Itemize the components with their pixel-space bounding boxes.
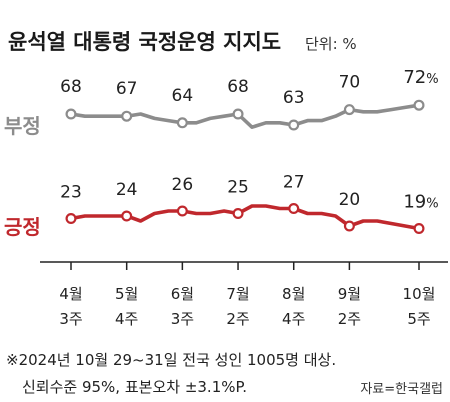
negative-point-marker	[343, 104, 355, 116]
negative-series: 부정 68 67 64 68 63 70 72%	[4, 67, 439, 138]
x-tick-label-week: 2주	[226, 310, 249, 328]
positive-value-label: 23	[60, 183, 82, 203]
positive-series: 긍정 23 24 26 25 27 20 19%	[4, 173, 439, 240]
negative-value-label: 68	[227, 77, 249, 97]
negative-value-label: 64	[172, 86, 194, 106]
positive-value-label: 25	[227, 178, 249, 198]
negative-point-marker	[121, 110, 133, 122]
series-layer: 부정 68 67 64 68 63 70 72% 긍정 23 24 26 25 27 20 19%	[4, 67, 439, 239]
x-tick-label-week: 3주	[59, 310, 82, 328]
x-tick-label-month: 7월	[226, 285, 249, 303]
x-axis-ticks: 4월 3주 5월 4주 6월 3주 7월 2주 8월 4주 9월 2주 10월 5주	[59, 262, 435, 328]
positive-point-marker	[232, 208, 244, 220]
positive-point-marker	[121, 210, 133, 222]
positive-point-marker	[176, 205, 188, 217]
positive-series-name: 긍정	[4, 215, 41, 239]
chart-title: 윤석열 대통령 국정운영 지지도	[8, 30, 281, 54]
x-tick-label-month: 6월	[171, 285, 194, 303]
positive-point-marker	[413, 223, 425, 235]
negative-value-label: 67	[116, 79, 138, 99]
x-tick-label-month: 8월	[282, 285, 305, 303]
positive-point-marker	[343, 220, 355, 232]
x-tick-label-week: 4주	[115, 310, 138, 328]
x-tick-label-month: 5월	[115, 285, 138, 303]
positive-value-label: 27	[283, 173, 305, 193]
negative-value-label: 63	[283, 88, 305, 108]
negative-point-marker	[288, 119, 300, 131]
negative-point-marker	[176, 117, 188, 129]
positive-value-label: 20	[339, 190, 361, 210]
survey-note-line1: ※2024년 10월 29~31일 전국 성인 1005명 대상.	[6, 351, 336, 369]
negative-series-name: 부정	[4, 114, 41, 138]
negative-value-label: 72%	[403, 67, 438, 88]
positive-value-label: 24	[116, 180, 138, 200]
positive-point-marker	[65, 213, 77, 225]
survey-note-line2: 신뢰수준 95%, 표본오차 ±3.1%P.	[22, 378, 247, 396]
x-tick-label-week: 3주	[171, 310, 194, 328]
x-tick-label-month: 10월	[403, 285, 436, 303]
positive-value-label: 26	[172, 175, 194, 195]
unit-label: 단위: %	[305, 35, 357, 53]
x-tick-label-week: 2주	[338, 310, 361, 328]
x-tick-label-week: 4주	[282, 310, 305, 328]
positive-point-marker	[288, 203, 300, 215]
negative-value-label: 70	[339, 73, 361, 93]
x-tick-label-week: 5주	[407, 310, 430, 328]
negative-value-label: 68	[60, 77, 82, 97]
x-tick-label-month: 4월	[59, 285, 82, 303]
source-credit: 자료=한국갤럽	[360, 382, 443, 397]
positive-value-label: 19%	[403, 192, 438, 213]
negative-point-marker	[232, 108, 244, 120]
negative-point-marker	[413, 99, 425, 111]
x-tick-label-month: 9월	[338, 285, 361, 303]
negative-point-marker	[65, 108, 77, 120]
